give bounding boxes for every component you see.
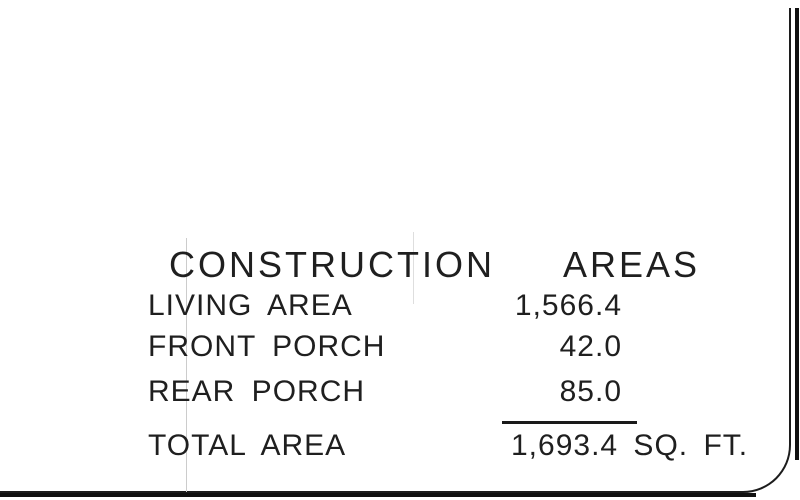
row-value-total-area: 1,693.4 SQ. FT.	[511, 429, 749, 462]
row-label-rear-porch: REAR PORCH	[148, 375, 366, 408]
row-label-living-area: LIVING AREA	[148, 289, 353, 322]
sheet-outer-bottom-edge	[0, 493, 756, 497]
faint-scan-line-left	[186, 238, 187, 492]
sheet-outer-right-edge	[795, 8, 799, 460]
row-label-front-porch: FRONT PORCH	[148, 330, 386, 363]
row-value-living-area: 1,566.4	[514, 289, 622, 322]
sheet-inner-border	[0, 8, 791, 493]
schedule-title-word1: CONSTRUCTION	[169, 244, 495, 285]
faint-scan-line-center	[413, 232, 414, 304]
total-sum-line	[502, 421, 637, 424]
row-value-rear-porch: 85.0	[559, 375, 622, 408]
row-label-total-area: TOTAL AREA	[148, 429, 347, 462]
row-value-front-porch: 42.0	[559, 330, 622, 363]
schedule-title-word2: AREAS	[563, 244, 701, 285]
schedule-title: CONSTRUCTION AREAS	[169, 244, 700, 286]
